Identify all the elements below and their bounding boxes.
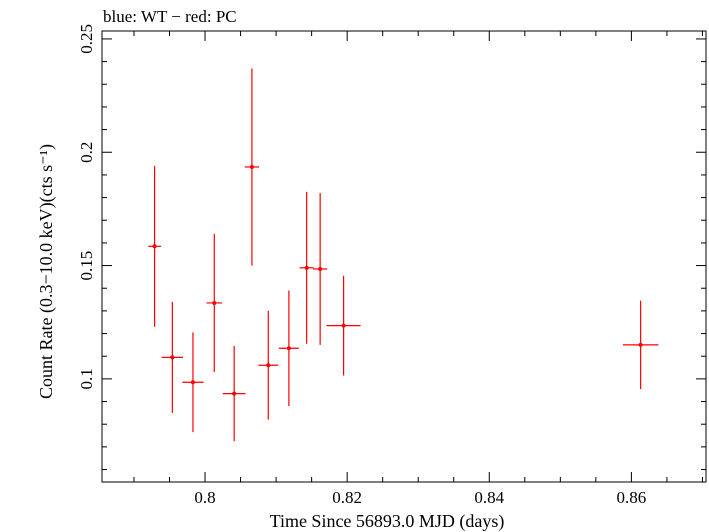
y-tick-label: 0.15 [77, 251, 96, 281]
data-point [286, 346, 291, 351]
y-axis-label: Count Rate (0.3−10.0 keV)(cts s⁻¹) [36, 144, 57, 399]
data-point [638, 342, 643, 347]
x-tick-label: 0.84 [474, 488, 504, 507]
data-point [266, 363, 271, 368]
data-point [249, 164, 254, 169]
x-tick-label: 0.8 [194, 488, 215, 507]
data-point [152, 244, 157, 249]
data-point [304, 265, 309, 270]
x-tick-label: 0.82 [332, 488, 362, 507]
y-tick-label: 0.1 [77, 368, 96, 389]
data-point [341, 323, 346, 328]
data-point [190, 380, 195, 385]
data-point [170, 355, 175, 360]
data-point [232, 391, 237, 396]
plot-frame [101, 30, 707, 483]
data-point [318, 266, 323, 271]
y-tick-label: 0.25 [77, 24, 96, 54]
y-tick-label: 0.2 [77, 142, 96, 163]
chart-title: blue: WT − red: PC [103, 7, 237, 26]
x-tick-label: 0.86 [617, 488, 647, 507]
data-point [212, 300, 217, 305]
x-axis-label: Time Since 56893.0 MJD (days) [270, 511, 505, 532]
